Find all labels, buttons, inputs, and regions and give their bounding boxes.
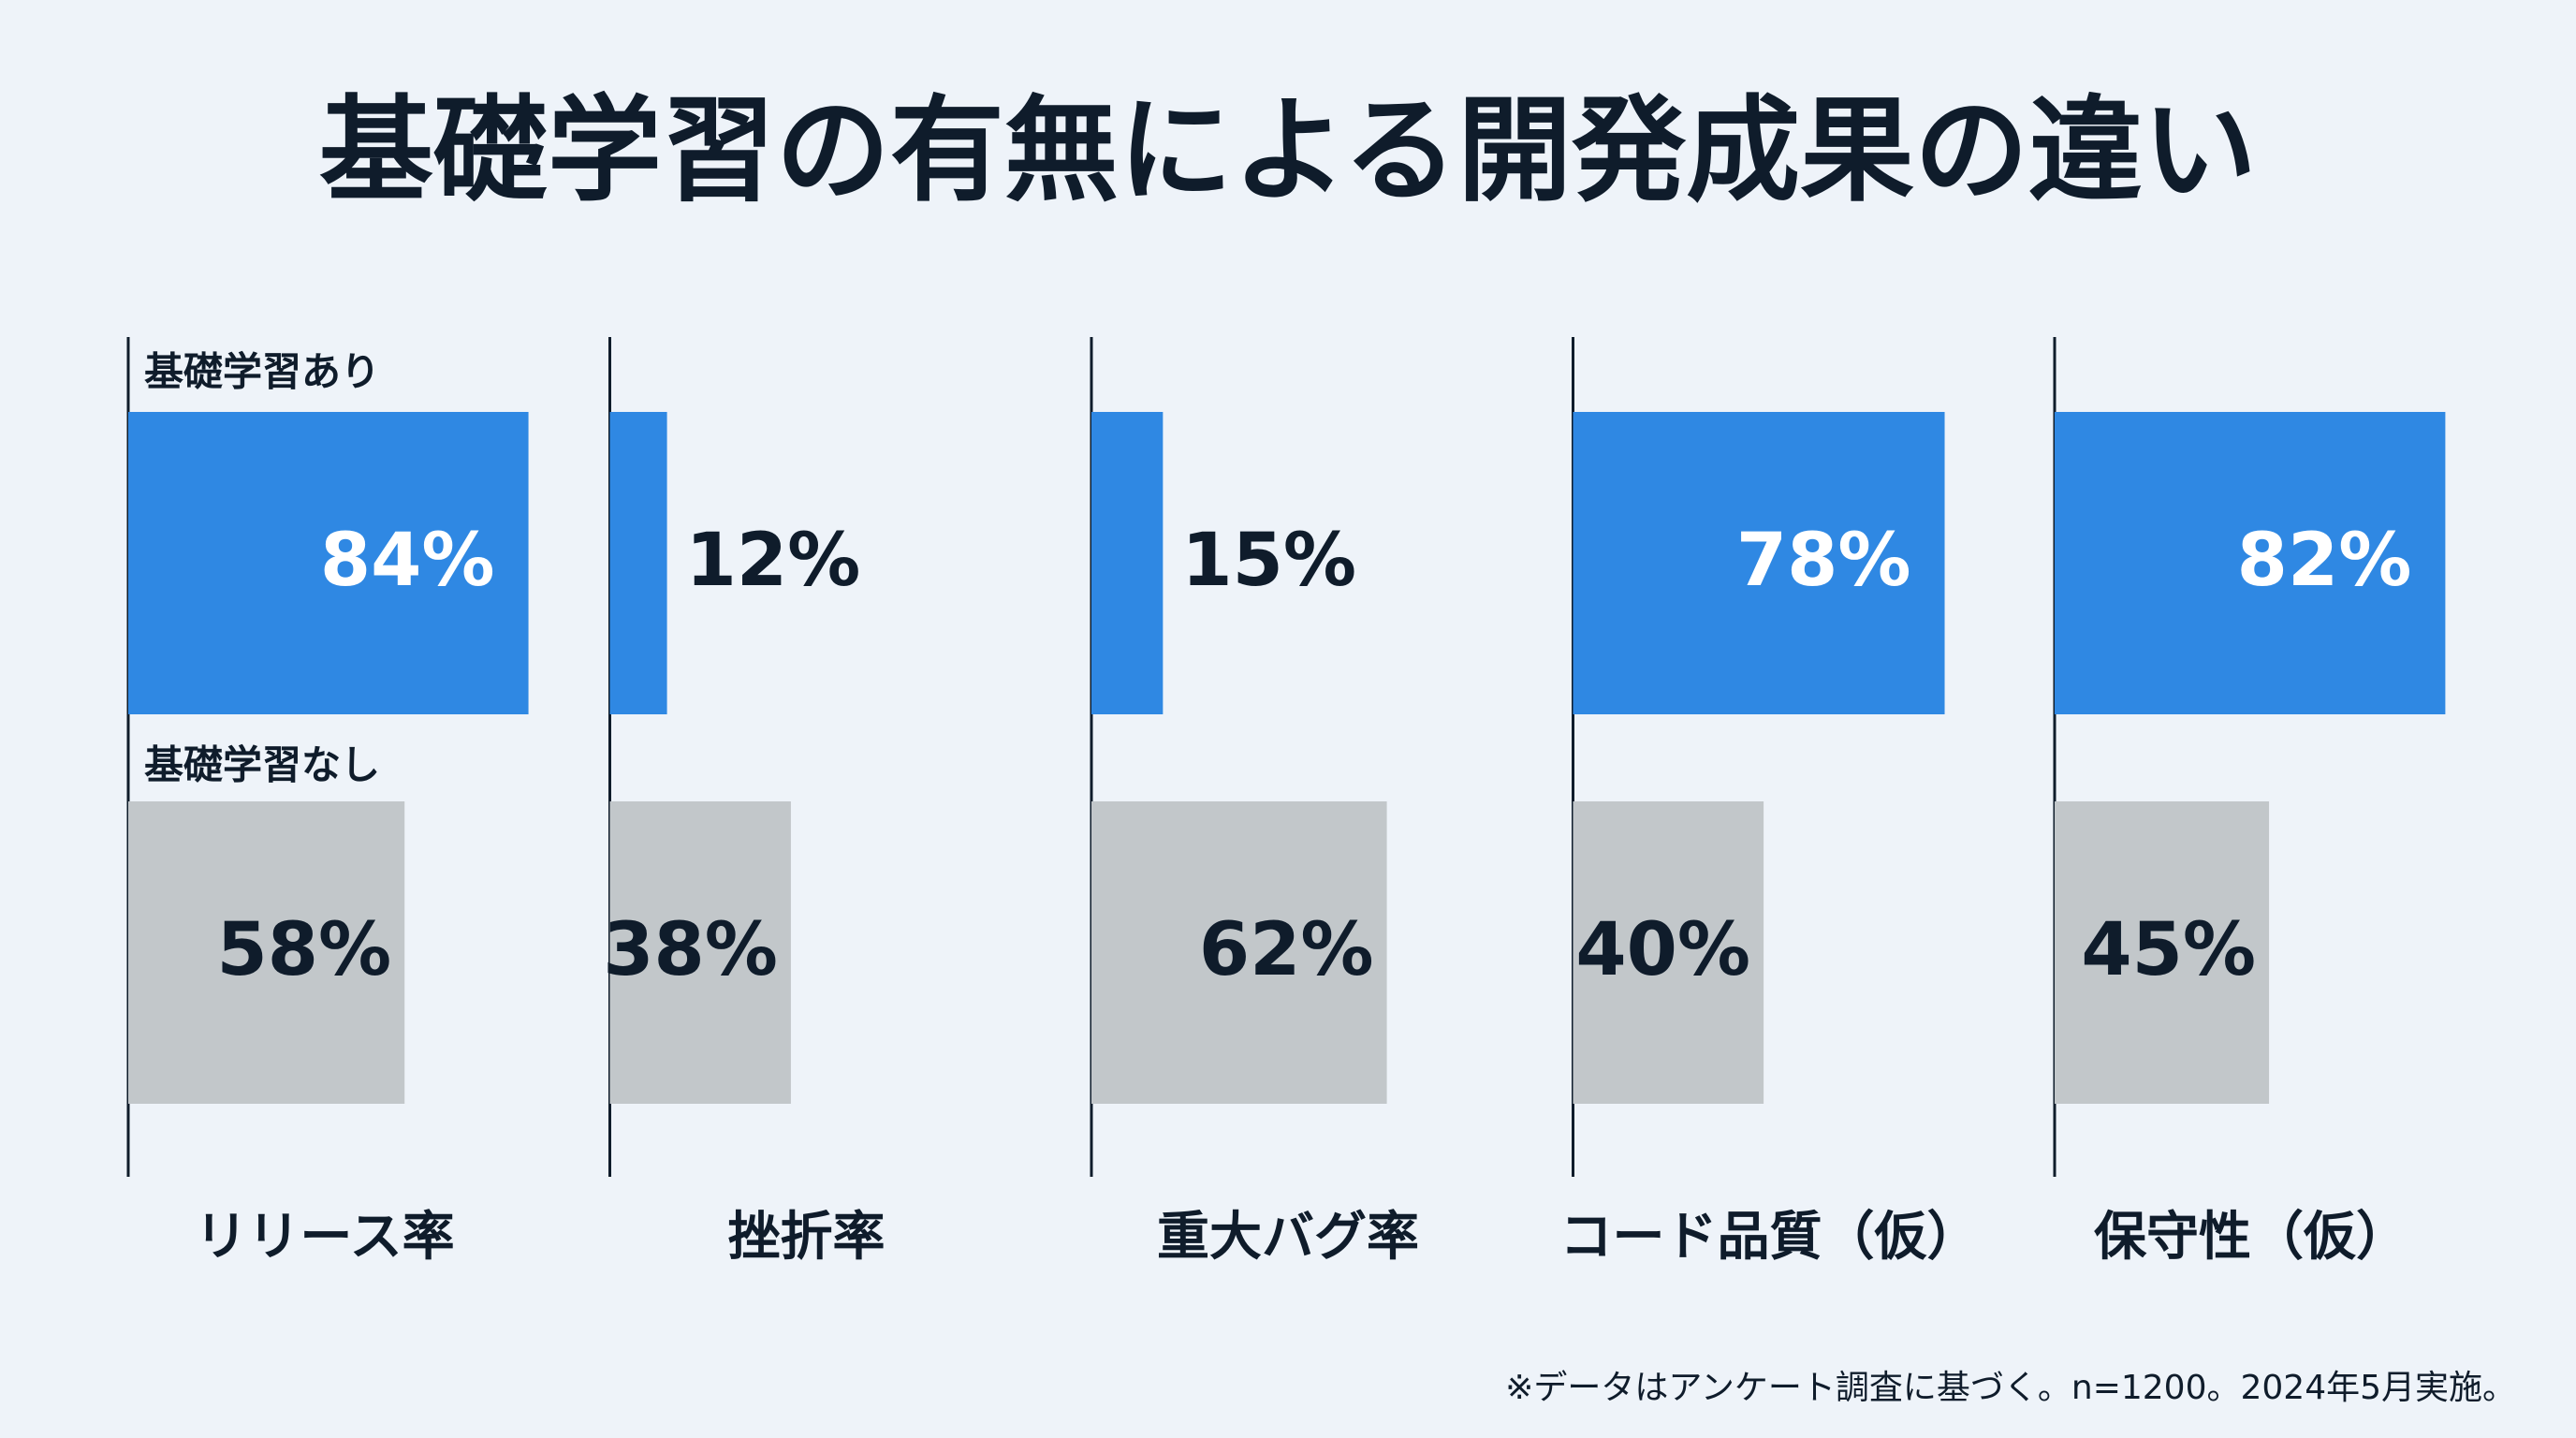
bar xyxy=(2055,412,2446,714)
bar xyxy=(1573,412,1945,714)
bar xyxy=(2055,801,2270,1104)
value-label: 12% xyxy=(686,519,861,603)
chart-title: 基礎学習の有無による開発成果の違い xyxy=(319,84,2257,217)
value-label: 40% xyxy=(1575,908,1750,992)
value-label: 78% xyxy=(1736,519,1911,603)
category-label: 保守性（仮） xyxy=(2094,1207,2408,1268)
value-label: 58% xyxy=(217,908,392,992)
bar xyxy=(609,801,791,1104)
value-label: 84% xyxy=(320,519,495,603)
category-label: リリース率 xyxy=(195,1207,454,1268)
value-label: 62% xyxy=(1199,908,1374,992)
category-label: 重大バグ率 xyxy=(1157,1207,1419,1268)
footnote: ※データはアンケート調査に基づく。n=1200。2024年5月実施。 xyxy=(1505,1369,2516,1407)
bar xyxy=(1091,801,1387,1104)
value-label: 15% xyxy=(1181,519,1356,603)
value-label: 38% xyxy=(603,908,778,992)
category-label: コード品質（仮） xyxy=(1560,1207,1980,1268)
bar xyxy=(128,801,405,1104)
value-label: 45% xyxy=(2081,908,2256,992)
bar xyxy=(128,412,529,714)
bar xyxy=(609,412,667,714)
category-label: 挫折率 xyxy=(728,1207,886,1268)
legend-label: 基礎学習あり xyxy=(144,349,380,395)
bar xyxy=(1091,412,1164,714)
bar xyxy=(1573,801,1764,1104)
legend-label: 基礎学習なし xyxy=(144,742,380,788)
value-label: 82% xyxy=(2237,519,2412,603)
